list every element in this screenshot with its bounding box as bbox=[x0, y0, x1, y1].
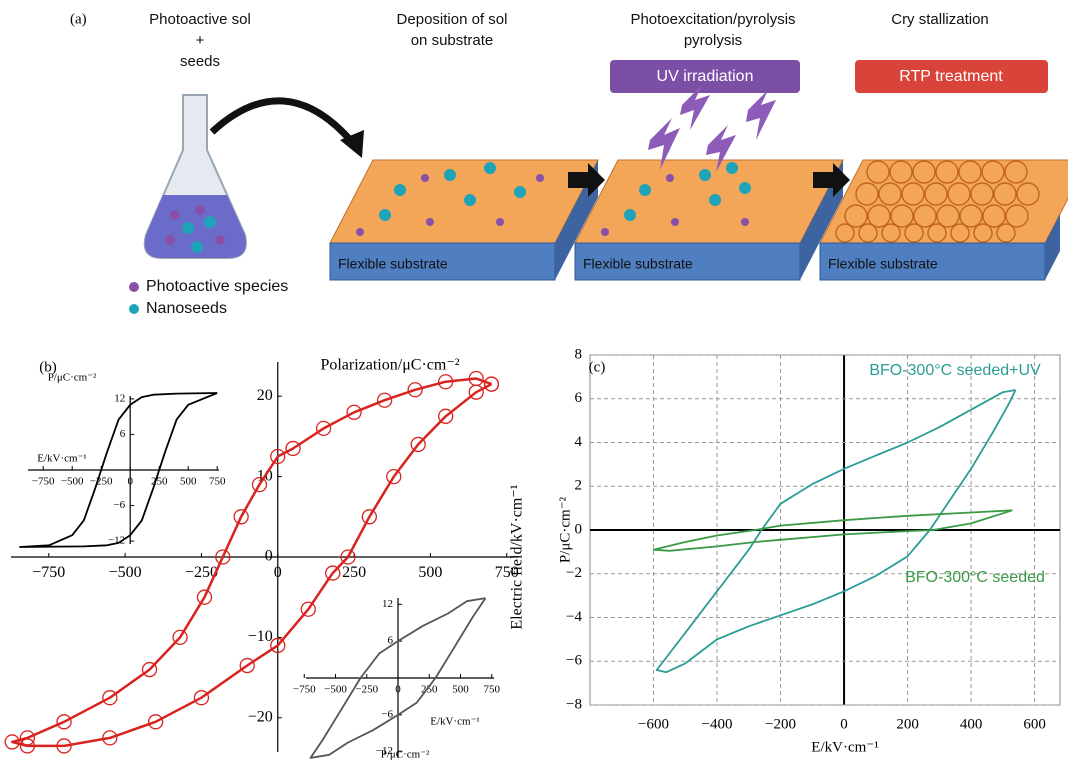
step-title: pyrolysis bbox=[684, 32, 742, 49]
curved-arrow bbox=[212, 101, 352, 142]
y-tick-label: 20 bbox=[257, 387, 273, 404]
legend-icon bbox=[129, 304, 139, 314]
y-tick-label: −2 bbox=[566, 565, 582, 581]
y-axis-label: P/μC·cm⁻² bbox=[557, 496, 573, 563]
y-tick-label: −6 bbox=[566, 653, 582, 669]
y-tick-label: 4 bbox=[575, 434, 583, 450]
series-line bbox=[12, 379, 491, 746]
x-tick-label: −600 bbox=[638, 716, 669, 732]
x-tick-label: −750 bbox=[293, 683, 316, 695]
x-tick-label: −750 bbox=[32, 475, 55, 487]
x-axis-label: E/kV·cm⁻¹ bbox=[37, 453, 86, 465]
x-tick-label: 250 bbox=[342, 564, 366, 581]
panel-a: (a) Photoactive sol + seeds Deposition o… bbox=[70, 11, 1068, 317]
series-label: BFO-300°C seeded+UV bbox=[869, 362, 1041, 379]
series-line bbox=[657, 390, 1016, 672]
y-tick-label: 6 bbox=[120, 428, 126, 440]
y-tick-label: 12 bbox=[382, 598, 393, 610]
step-title: Photoexcitation/pyrolysis bbox=[630, 11, 795, 28]
legend-icon bbox=[129, 282, 139, 292]
y-axis-label: P/μC·cm⁻² bbox=[48, 372, 97, 384]
uv-label: UV irradiation bbox=[657, 68, 754, 85]
substrate-label: Flexible substrate bbox=[828, 256, 938, 272]
step-title: Deposition of sol bbox=[397, 11, 508, 28]
chart: −750−500−2500250500750−12−6612E/kV·cm⁻¹P… bbox=[293, 598, 501, 761]
rtp-label: RTP treatment bbox=[899, 68, 1003, 85]
y-tick-label: −10 bbox=[248, 628, 273, 645]
x-tick-label: 400 bbox=[960, 716, 983, 732]
figure: (a) Photoactive sol + seeds Deposition o… bbox=[0, 0, 1068, 764]
y-tick-label: 8 bbox=[575, 346, 583, 362]
step-title: on substrate bbox=[411, 32, 494, 49]
step-title: Photoactive sol bbox=[149, 11, 251, 28]
step-title: + bbox=[196, 32, 205, 49]
x-tick-label: 500 bbox=[180, 475, 197, 487]
x-axis-label: E/kV·cm⁻¹ bbox=[430, 716, 479, 728]
panel-label: (a) bbox=[70, 11, 87, 27]
charts: −750−500−2500250500750−20−1001020Electri… bbox=[5, 346, 1060, 760]
x-tick-label: −500 bbox=[109, 564, 142, 581]
x-tick-label: 500 bbox=[418, 564, 442, 581]
x-tick-label: −250 bbox=[90, 475, 113, 487]
panel-label: (c) bbox=[589, 359, 606, 375]
x-tick-label: 200 bbox=[896, 716, 919, 732]
chart: −750−500−2500250500750−12−6612E/kV·cm⁻¹P… bbox=[20, 372, 226, 547]
series-label: BFO-300°C seeded bbox=[905, 569, 1045, 586]
y-tick-label: −4 bbox=[566, 609, 582, 625]
x-axis-label: E/kV·cm⁻¹ bbox=[811, 739, 878, 755]
x-tick-label: 600 bbox=[1023, 716, 1046, 732]
legend-label: Nanoseeds bbox=[146, 300, 227, 317]
substrate-label: Flexible substrate bbox=[583, 256, 693, 272]
x-tick-label: 500 bbox=[452, 683, 469, 695]
y-tick-label: −20 bbox=[248, 708, 273, 725]
substrate-label: Flexible substrate bbox=[338, 256, 448, 272]
y-axis-label: P/μC·cm⁻² bbox=[381, 749, 430, 761]
x-tick-label: −200 bbox=[765, 716, 796, 732]
y-tick-label: 0 bbox=[265, 548, 273, 565]
x-tick-label: −400 bbox=[702, 716, 733, 732]
y-tick-label: −8 bbox=[566, 696, 582, 712]
y-tick-label: 2 bbox=[575, 478, 583, 494]
y-tick-label: 12 bbox=[114, 392, 125, 404]
step-title: Cry stallization bbox=[891, 11, 989, 28]
x-tick-label: −750 bbox=[32, 564, 65, 581]
chart: −750−500−2500250500750−20−1001020Electri… bbox=[5, 357, 526, 753]
legend-label: Photoactive species bbox=[146, 278, 288, 295]
substrate bbox=[575, 85, 843, 280]
y-axis-label: Polarization/μC·cm⁻² bbox=[320, 357, 459, 374]
x-tick-label: −250 bbox=[355, 683, 378, 695]
x-tick-label: −500 bbox=[324, 683, 347, 695]
x-tick-label: −500 bbox=[61, 475, 84, 487]
chart: −600 −400 −200 0 200 400 600 −8 −6 −4 −2 0 2 4 6 8 BFO-3… bbox=[557, 346, 1060, 755]
step-title: seeds bbox=[180, 53, 220, 70]
x-tick-label: 0 bbox=[840, 716, 848, 732]
y-tick-label: 0 bbox=[575, 521, 583, 537]
x-axis-label: Electric field/kV·cm⁻¹ bbox=[509, 484, 526, 629]
x-tick-label: 750 bbox=[484, 683, 501, 695]
y-tick-label: 6 bbox=[575, 390, 583, 406]
x-tick-label: 750 bbox=[209, 475, 226, 487]
y-tick-label: −6 bbox=[113, 499, 125, 511]
